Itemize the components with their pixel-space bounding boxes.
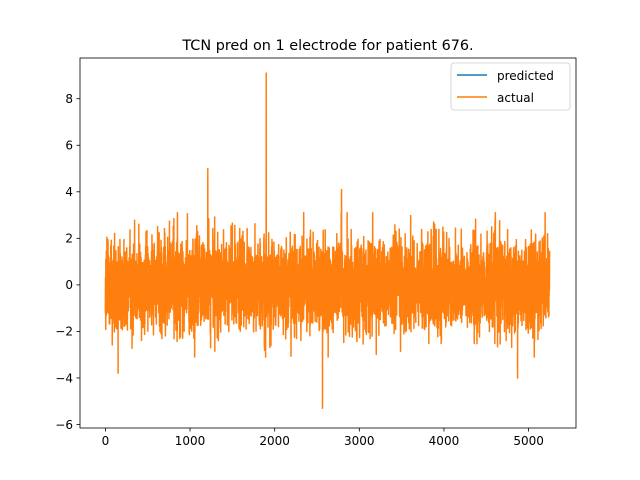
legend: predicted actual xyxy=(450,62,571,111)
x-axis: 0 1000 2000 3000 4000 5000 xyxy=(102,428,544,448)
x-tick-label: 0 xyxy=(102,434,110,448)
y-tick-label: 4 xyxy=(65,185,73,199)
y-tick-label: 0 xyxy=(65,278,73,292)
y-tick-label: −4 xyxy=(55,371,73,385)
chart-title: TCN pred on 1 electrode for patient 676. xyxy=(181,38,473,54)
legend-label-actual: actual xyxy=(497,91,534,105)
y-axis: −6 −4 −2 0 2 4 6 8 xyxy=(55,92,80,432)
x-tick-label: 2000 xyxy=(259,434,290,448)
x-tick-label: 5000 xyxy=(513,434,544,448)
series-layer xyxy=(104,72,551,409)
x-tick-label: 1000 xyxy=(175,434,206,448)
legend-label-predicted: predicted xyxy=(497,69,554,83)
plot-frame xyxy=(79,57,577,429)
x-tick-label: 4000 xyxy=(429,434,460,448)
series-line-actual xyxy=(104,72,551,409)
y-tick-label: −2 xyxy=(55,325,73,339)
x-tick-label: 3000 xyxy=(344,434,375,448)
y-tick-label: 6 xyxy=(65,139,73,153)
y-tick-label: −6 xyxy=(55,418,73,432)
y-tick-label: 2 xyxy=(65,232,73,246)
y-tick-label: 8 xyxy=(65,92,73,106)
